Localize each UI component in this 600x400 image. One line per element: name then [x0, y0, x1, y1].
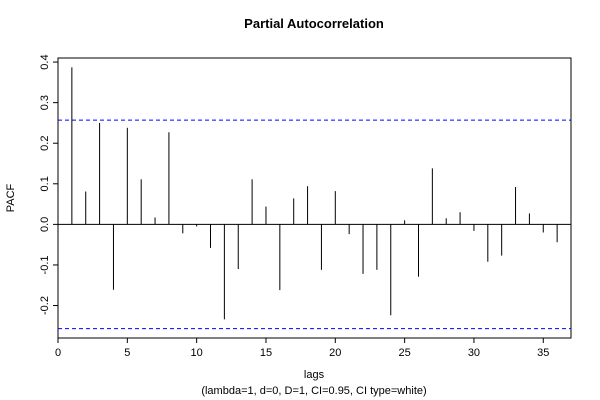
pacf-spikes [71, 67, 558, 320]
y-tick-label: -0.1 [39, 255, 51, 274]
y-axis: -0.2 -0.1 0.0 0.1 0.2 0.3 0.4 [39, 54, 58, 315]
x-tick-label: 20 [329, 347, 341, 359]
y-tick-label: 0.2 [39, 136, 51, 151]
x-tick-label: 35 [537, 347, 549, 359]
x-tick-label: 25 [398, 347, 410, 359]
x-axis-label: lags [304, 369, 325, 381]
plot-frame [57, 57, 572, 339]
y-tick-label: 0.0 [39, 217, 51, 232]
x-tick-label: 0 [55, 347, 61, 359]
y-tick-label: 0.4 [39, 54, 51, 69]
x-tick-label: 15 [260, 347, 272, 359]
x-axis: 0 5 10 15 20 25 30 35 [55, 338, 549, 359]
x-tick-label: 10 [191, 347, 203, 359]
x-tick-label: 5 [124, 347, 130, 359]
y-tick-label: -0.2 [39, 296, 51, 315]
chart-title: Partial Autocorrelation [244, 16, 384, 31]
y-tick-label: 0.3 [39, 95, 51, 110]
x-tick-label: 30 [468, 347, 480, 359]
y-axis-label: PACF [5, 183, 17, 212]
x-axis-subtitle: (lambda=1, d=0, D=1, CI=0.95, CI type=wh… [201, 385, 426, 397]
y-tick-label: 0.1 [39, 176, 51, 191]
